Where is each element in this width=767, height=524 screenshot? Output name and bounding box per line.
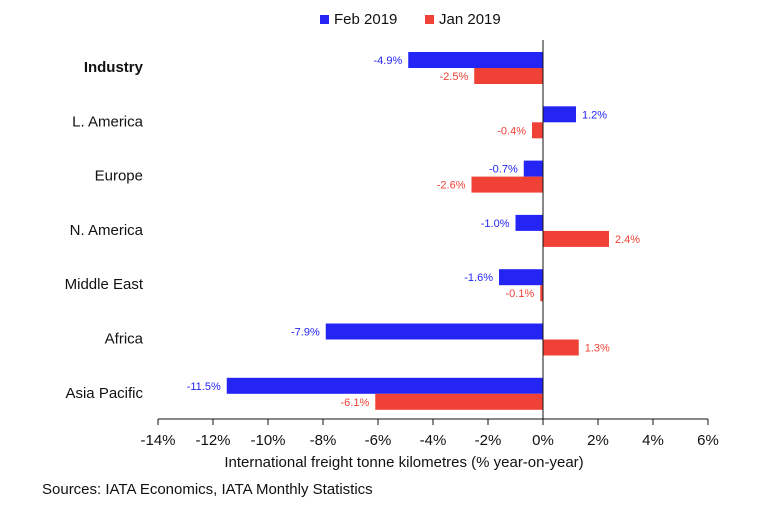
bar-jan xyxy=(471,176,543,193)
category-label: Middle East xyxy=(65,276,144,293)
legend-label-2: Jan 2019 xyxy=(439,11,501,28)
data-label: -4.9% xyxy=(374,55,403,67)
x-tick-label: 0% xyxy=(532,432,554,449)
data-label: -0.7% xyxy=(489,164,518,176)
bar-jan xyxy=(540,285,543,302)
category-label: Africa xyxy=(105,331,144,348)
x-tick-label: -6% xyxy=(365,432,392,449)
bar-jan xyxy=(543,230,609,247)
data-label: -2.5% xyxy=(440,71,469,83)
x-tick-label: 4% xyxy=(642,432,664,449)
data-label: -2.6% xyxy=(437,180,466,192)
data-label: -7.9% xyxy=(291,327,320,339)
x-axis-title: International freight tonne kilometres (… xyxy=(224,454,583,471)
x-tick-label: -12% xyxy=(195,432,230,449)
bar-feb xyxy=(543,106,576,123)
bar-feb xyxy=(325,323,543,340)
data-label: -1.6% xyxy=(464,272,493,284)
data-label: -1.0% xyxy=(481,218,510,230)
x-tick-label: 2% xyxy=(587,432,609,449)
data-label: -0.1% xyxy=(506,288,535,300)
bar-feb xyxy=(408,52,543,68)
legend-swatch-1 xyxy=(320,15,329,24)
bars: Industry -4.9% -2.5% L. America 1.2% -0.4% Eur… xyxy=(65,52,640,410)
legend-label-1: Feb 2019 xyxy=(334,11,397,28)
bar-feb xyxy=(515,214,543,231)
category-label: Industry xyxy=(84,59,144,76)
data-label: -6.1% xyxy=(341,397,370,409)
data-label: 1.3% xyxy=(585,343,610,355)
legend-swatch-2 xyxy=(425,15,434,24)
category-label: Europe xyxy=(95,168,143,185)
x-tick-label: -14% xyxy=(140,432,175,449)
bar-feb xyxy=(523,160,543,177)
bar-jan xyxy=(474,68,543,84)
x-tick-label: 6% xyxy=(697,432,719,449)
bar-feb xyxy=(499,269,543,286)
bar-jan xyxy=(543,339,579,356)
x-axis: -14% -12% -10% -8% -6% -4% -2% 0% 2% 4% 6% xyxy=(140,40,719,449)
legend: Feb 2019 Jan 2019 xyxy=(320,11,501,28)
source-note: Sources: IATA Economics, IATA Monthly St… xyxy=(42,481,373,498)
x-tick-label: -8% xyxy=(310,432,337,449)
x-tick-label: -10% xyxy=(250,432,285,449)
data-label: -0.4% xyxy=(497,125,526,137)
data-label: 1.2% xyxy=(582,109,607,121)
category-label: Asia Pacific xyxy=(65,385,143,402)
bar-jan xyxy=(375,393,543,410)
bar-jan xyxy=(532,122,543,139)
data-label: 2.4% xyxy=(615,234,640,246)
data-label: -11.5% xyxy=(187,381,221,393)
category-label: N. America xyxy=(70,222,144,239)
category-label: L. America xyxy=(72,113,144,130)
x-tick-label: -2% xyxy=(475,432,502,449)
bar-feb xyxy=(226,377,543,394)
x-tick-label: -4% xyxy=(420,432,447,449)
